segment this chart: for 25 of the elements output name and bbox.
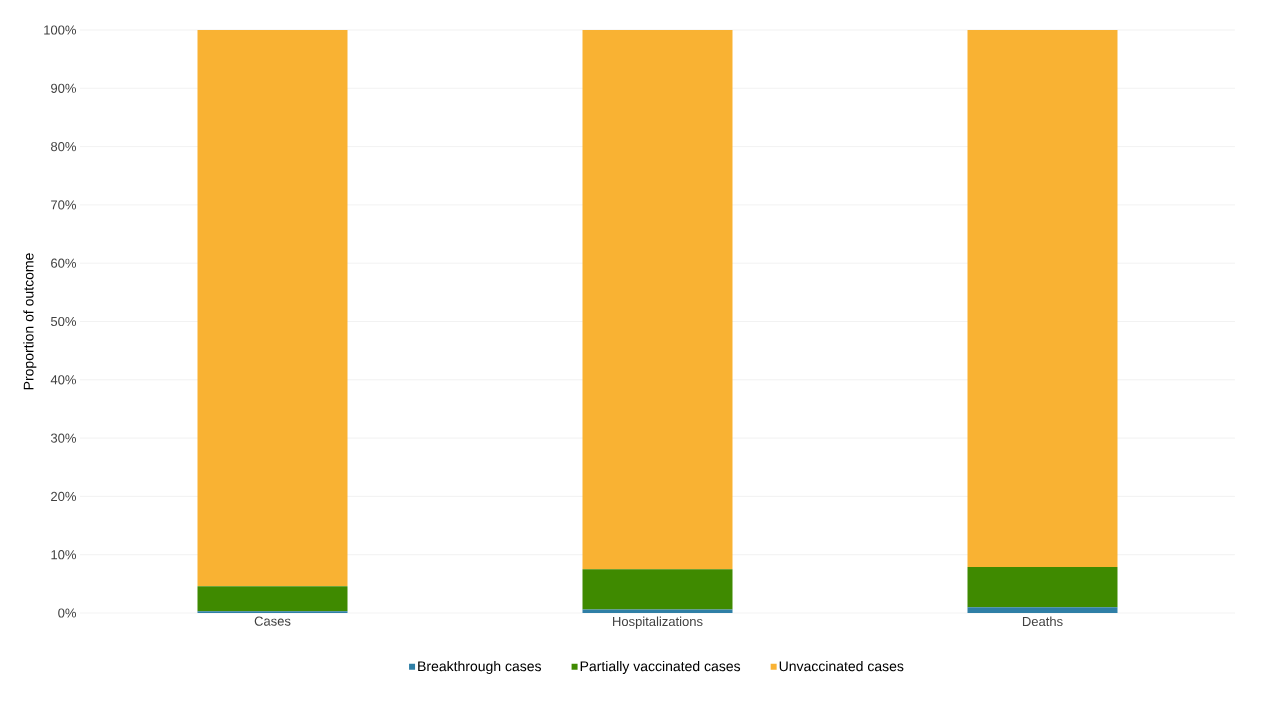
bar xyxy=(582,569,733,610)
y-tick-label: 20% xyxy=(51,491,77,501)
y-tick-label: 30% xyxy=(50,433,77,443)
y-tick-label: 100% xyxy=(44,25,77,35)
y-tick-label: 90% xyxy=(51,83,77,93)
legend-label: Partially vaccinated cases xyxy=(580,660,741,674)
y-tick-label: 10% xyxy=(51,550,77,560)
y-axis-title: Proportion of outcome xyxy=(23,253,37,390)
y-tick-label: 60% xyxy=(51,258,77,268)
x-tick-label: Deaths xyxy=(1022,616,1063,627)
y-tick-label: 0% xyxy=(58,608,77,618)
x-tick-label: Cases xyxy=(254,616,291,626)
bar xyxy=(197,29,348,587)
legend-label: Unvaccinated cases xyxy=(779,660,904,672)
x-tick-label: Hospitalizations xyxy=(613,616,703,629)
bar xyxy=(967,566,1118,608)
bar xyxy=(197,586,348,612)
bar xyxy=(967,29,1118,567)
bar xyxy=(967,607,1118,613)
y-tick-label: 70% xyxy=(51,200,77,210)
y-tick-label: 40% xyxy=(50,375,77,385)
bar xyxy=(582,29,733,570)
y-tick-label: 80% xyxy=(51,141,77,152)
legend-label: Breakthrough cases xyxy=(418,660,542,674)
y-tick-label: 50% xyxy=(50,316,77,327)
